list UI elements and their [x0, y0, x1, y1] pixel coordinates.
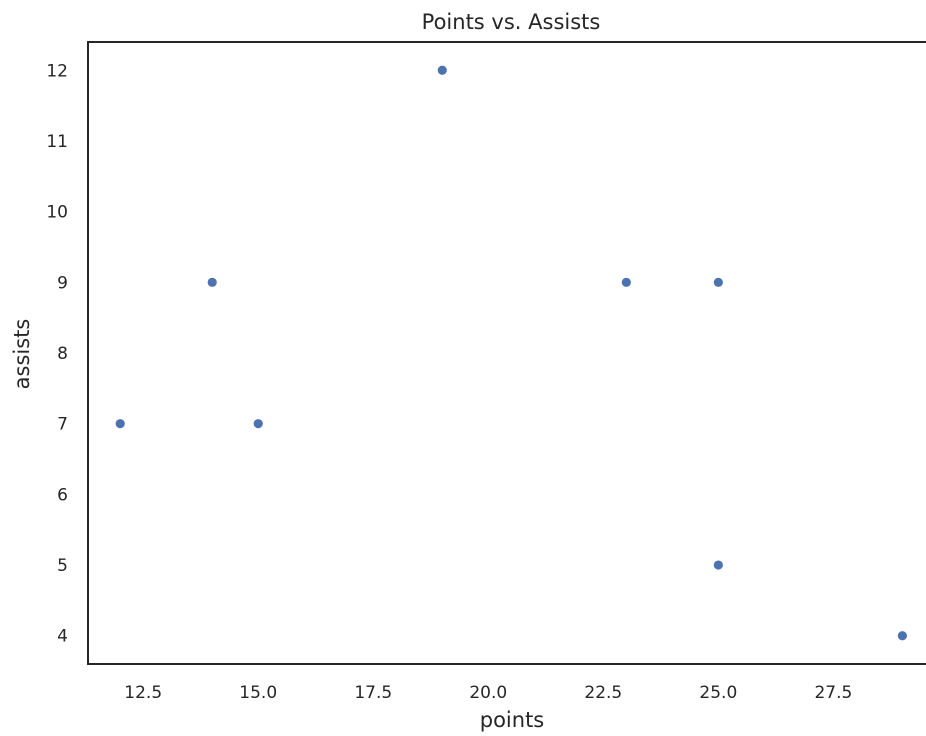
data-point: [436, 64, 448, 76]
x-tick-label: 27.5: [814, 683, 852, 703]
x-axis-label: points: [480, 708, 545, 732]
x-tick-label: 25.0: [699, 683, 737, 703]
data-point: [620, 276, 632, 288]
x-tick-label: 17.5: [354, 683, 392, 703]
y-tick-label: 11: [46, 132, 68, 152]
data-point: [712, 276, 724, 288]
x-tick-label: 12.5: [124, 683, 162, 703]
y-tick-label: 4: [57, 627, 68, 647]
y-axis-label: assists: [10, 319, 34, 390]
data-points: [114, 64, 908, 642]
y-tick-label: 12: [46, 61, 68, 81]
data-point: [252, 418, 264, 430]
y-axis-ticks: 4 5 6 7 8 9 10 11 12: [46, 61, 68, 646]
y-tick-label: 6: [57, 485, 68, 505]
chart-title: Points vs. Assists: [422, 10, 601, 34]
data-point: [712, 559, 724, 571]
x-tick-label: 22.5: [584, 683, 622, 703]
y-tick-label: 7: [57, 415, 68, 435]
y-tick-label: 9: [57, 273, 68, 293]
data-point: [114, 418, 126, 430]
x-tick-label: 15.0: [239, 683, 277, 703]
y-tick-label: 5: [57, 556, 68, 576]
data-point: [206, 276, 218, 288]
x-axis-ticks: 12.5 15.0 17.5 20.0 22.5 25.0 27.5: [124, 683, 852, 703]
x-tick-label: 20.0: [469, 683, 507, 703]
y-tick-label: 8: [57, 344, 68, 364]
plot-frame: [87, 41, 926, 665]
data-point: [896, 630, 908, 642]
y-tick-label: 10: [46, 203, 68, 223]
